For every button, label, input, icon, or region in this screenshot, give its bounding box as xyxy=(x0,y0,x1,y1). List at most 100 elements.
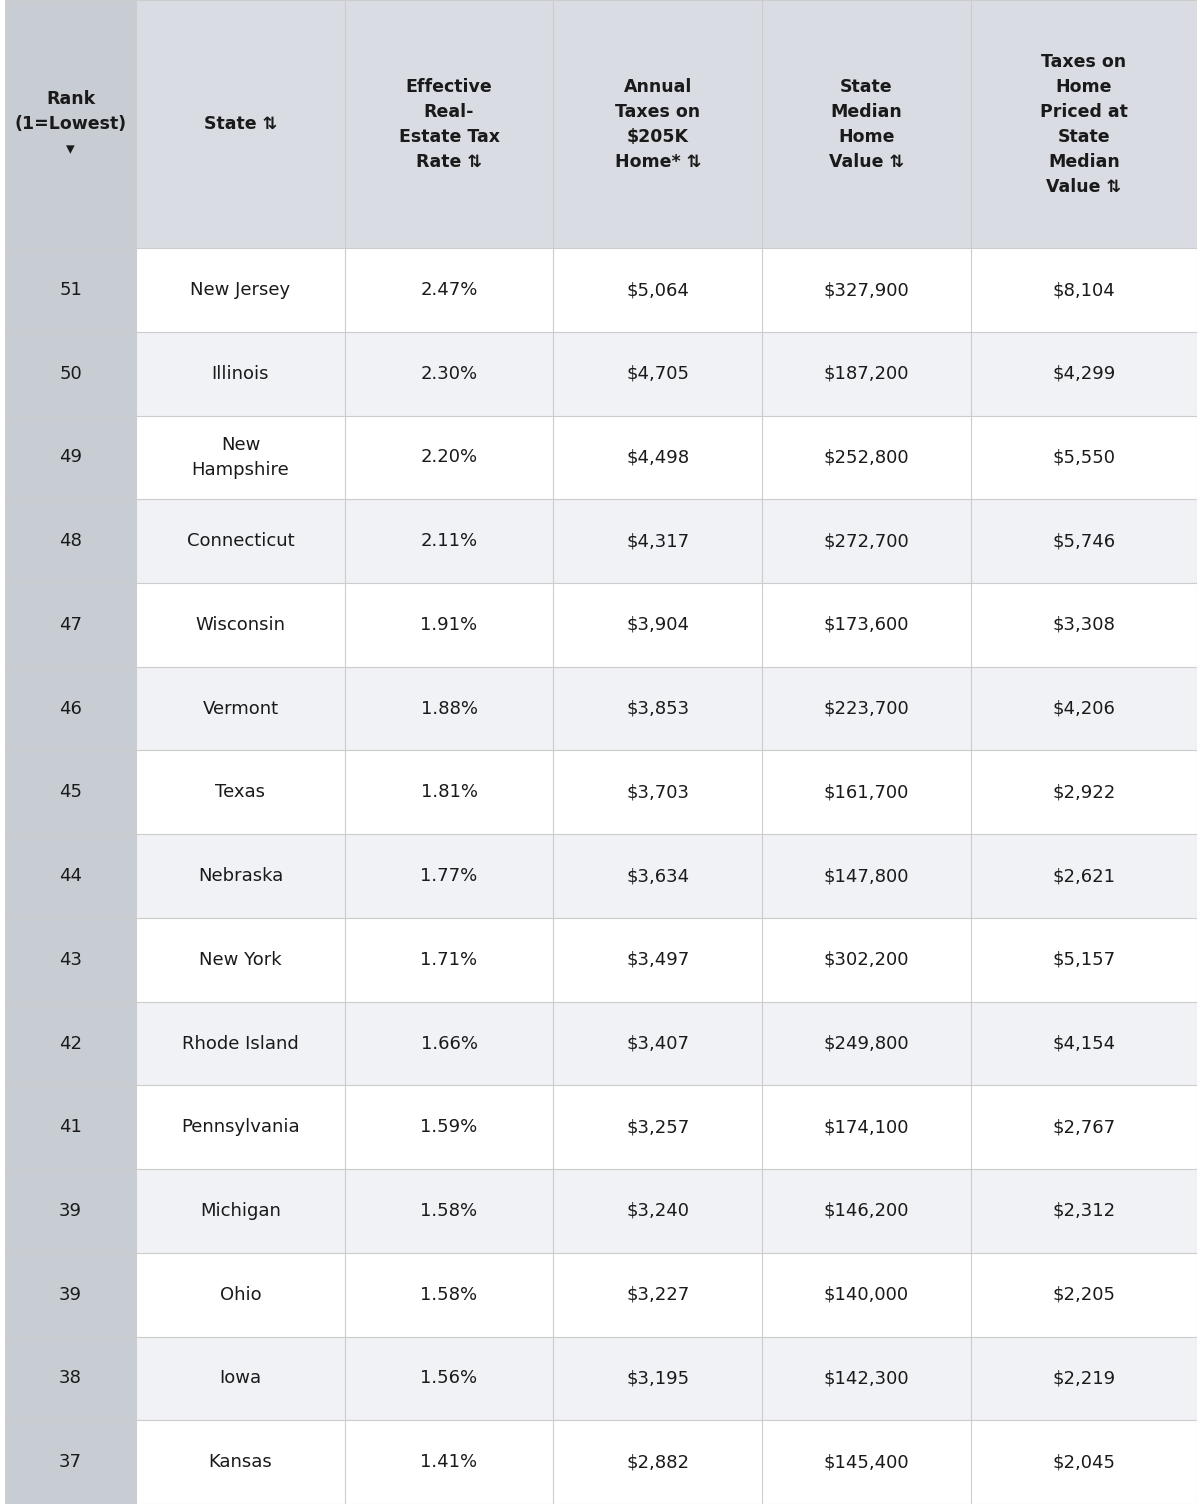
Bar xyxy=(5,1002,136,1086)
Bar xyxy=(345,1420,553,1504)
Text: $4,206: $4,206 xyxy=(1052,699,1116,717)
Text: $161,700: $161,700 xyxy=(824,784,909,802)
Bar xyxy=(136,248,345,332)
Bar xyxy=(971,917,1197,1002)
Bar xyxy=(971,1002,1197,1086)
Bar xyxy=(136,666,345,750)
Bar xyxy=(762,1086,971,1169)
Text: State
Median
Home
Value ⇅: State Median Home Value ⇅ xyxy=(828,78,904,170)
Text: $146,200: $146,200 xyxy=(824,1202,909,1220)
Text: $249,800: $249,800 xyxy=(824,1035,909,1053)
Bar xyxy=(762,1337,971,1420)
Bar xyxy=(553,332,762,415)
Text: 45: 45 xyxy=(59,784,83,802)
Text: 1.66%: 1.66% xyxy=(420,1035,478,1053)
Bar xyxy=(5,750,136,835)
Text: 37: 37 xyxy=(59,1453,83,1471)
Bar xyxy=(5,1337,136,1420)
Bar xyxy=(5,917,136,1002)
Bar xyxy=(5,835,136,917)
Bar xyxy=(762,1253,971,1337)
Text: Effective
Real-
Estate Tax
Rate ⇅: Effective Real- Estate Tax Rate ⇅ xyxy=(399,78,499,170)
Text: $8,104: $8,104 xyxy=(1052,281,1116,299)
Bar xyxy=(5,1420,136,1504)
Bar xyxy=(5,584,136,666)
Bar xyxy=(136,1337,345,1420)
Bar xyxy=(971,835,1197,917)
Bar xyxy=(5,666,136,750)
Bar xyxy=(762,332,971,415)
Text: $4,299: $4,299 xyxy=(1052,365,1116,382)
Text: $3,227: $3,227 xyxy=(626,1286,689,1304)
Bar xyxy=(345,750,553,835)
Text: 46: 46 xyxy=(59,699,83,717)
Bar xyxy=(136,415,345,499)
Bar xyxy=(345,1169,553,1253)
Bar xyxy=(345,0,553,248)
Bar xyxy=(136,1169,345,1253)
Bar xyxy=(553,835,762,917)
Text: $3,904: $3,904 xyxy=(626,617,689,633)
Text: $3,497: $3,497 xyxy=(626,951,689,969)
Text: $3,634: $3,634 xyxy=(626,868,689,884)
Bar xyxy=(136,584,345,666)
Text: $2,922: $2,922 xyxy=(1052,784,1116,802)
Bar xyxy=(971,1086,1197,1169)
Bar xyxy=(971,1420,1197,1504)
Bar xyxy=(762,415,971,499)
Bar xyxy=(553,1420,762,1504)
Text: Rhode Island: Rhode Island xyxy=(182,1035,299,1053)
Bar xyxy=(345,499,553,584)
Text: Michigan: Michigan xyxy=(200,1202,281,1220)
Bar xyxy=(5,1086,136,1169)
Text: New Jersey: New Jersey xyxy=(190,281,291,299)
Text: $145,400: $145,400 xyxy=(824,1453,909,1471)
Text: 51: 51 xyxy=(59,281,83,299)
Text: $2,621: $2,621 xyxy=(1052,868,1116,884)
Text: 1.91%: 1.91% xyxy=(420,617,478,633)
Bar xyxy=(553,248,762,332)
Bar xyxy=(762,1420,971,1504)
Text: $2,219: $2,219 xyxy=(1052,1370,1116,1387)
Text: $4,317: $4,317 xyxy=(626,532,689,550)
Text: 2.30%: 2.30% xyxy=(420,365,478,382)
Bar xyxy=(971,1337,1197,1420)
Bar xyxy=(553,750,762,835)
Bar xyxy=(762,584,971,666)
Bar xyxy=(5,499,136,584)
Text: $147,800: $147,800 xyxy=(824,868,909,884)
Text: $140,000: $140,000 xyxy=(824,1286,909,1304)
Bar xyxy=(971,499,1197,584)
Text: $3,703: $3,703 xyxy=(626,784,689,802)
Bar xyxy=(971,248,1197,332)
Text: $223,700: $223,700 xyxy=(824,699,909,717)
Bar xyxy=(345,666,553,750)
Bar xyxy=(345,1086,553,1169)
Text: $5,157: $5,157 xyxy=(1052,951,1116,969)
Bar xyxy=(762,248,971,332)
Bar xyxy=(762,1002,971,1086)
Bar xyxy=(5,332,136,415)
Text: Kansas: Kansas xyxy=(208,1453,273,1471)
Bar xyxy=(5,248,136,332)
Text: $2,045: $2,045 xyxy=(1052,1453,1116,1471)
Text: Taxes on
Home
Priced at
State
Median
Value ⇅: Taxes on Home Priced at State Median Val… xyxy=(1040,53,1128,196)
Text: 47: 47 xyxy=(59,617,83,633)
Bar xyxy=(553,1337,762,1420)
Bar xyxy=(553,1253,762,1337)
Text: 39: 39 xyxy=(59,1202,83,1220)
Bar xyxy=(136,1253,345,1337)
Text: $5,064: $5,064 xyxy=(626,281,689,299)
Text: 1.58%: 1.58% xyxy=(420,1202,478,1220)
Text: Wisconsin: Wisconsin xyxy=(195,617,285,633)
Bar xyxy=(762,750,971,835)
Text: $3,308: $3,308 xyxy=(1052,617,1116,633)
Bar xyxy=(345,584,553,666)
Text: 41: 41 xyxy=(59,1119,83,1136)
Text: $252,800: $252,800 xyxy=(824,448,909,466)
Text: $174,100: $174,100 xyxy=(824,1119,909,1136)
Text: 2.20%: 2.20% xyxy=(420,448,478,466)
Bar xyxy=(553,1002,762,1086)
Bar xyxy=(345,332,553,415)
Bar xyxy=(971,332,1197,415)
